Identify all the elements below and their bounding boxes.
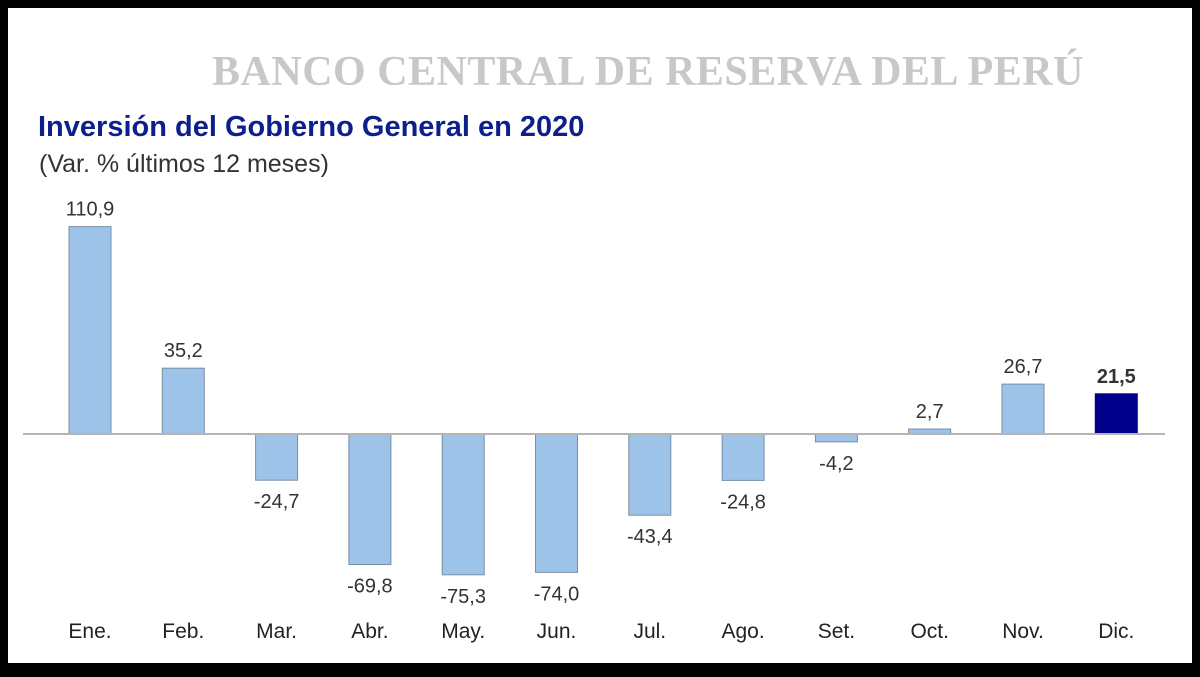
value-label: -43,4 — [627, 526, 673, 548]
bank-watermark: BANCO CENTRAL DE RESERVA DEL PERÚ — [212, 49, 1084, 95]
category-label: Ago. — [721, 620, 764, 643]
category-label: Nov. — [1002, 620, 1044, 643]
category-label: Jun. — [537, 620, 577, 643]
value-label: 2,7 — [916, 401, 944, 423]
value-label: 110,9 — [66, 199, 115, 221]
bar-chart: 110,9 35,2 -24,7 -69,8 -75,3 -74,0 -43,4 -24,8 -… — [23, 199, 1165, 643]
value-label: 21,5 — [1097, 366, 1136, 388]
chart-title: Inversión del Gobierno General en 2020 — [38, 111, 585, 143]
bar-abr — [348, 433, 392, 565]
bar-jun — [535, 433, 578, 573]
category-label: Mar. — [256, 620, 297, 643]
bar-may — [441, 433, 485, 576]
value-label: -74,0 — [534, 583, 580, 605]
value-labels-group: 110,9 35,2 -24,7 -69,8 -75,3 -74,0 -43,4 -24,8 -… — [66, 199, 1136, 608]
value-label: 26,7 — [1004, 356, 1043, 378]
bar-ene — [68, 226, 112, 435]
bar-mar — [255, 433, 299, 481]
bar-dic — [1094, 393, 1138, 435]
chart-frame: BANCO CENTRAL DE RESERVA DEL PERÚ Invers… — [8, 8, 1192, 663]
value-label: -24,8 — [720, 491, 766, 513]
bar-ago — [721, 433, 765, 481]
value-label: 35,2 — [164, 340, 203, 362]
category-label: Jul. — [633, 620, 666, 643]
category-labels-group: Ene. Feb. Mar. Abr. May. Jun. Jul. Ago. Set. Oct.… — [68, 620, 1134, 643]
category-label: May. — [441, 620, 485, 643]
value-label: -24,7 — [254, 491, 300, 513]
category-label: Feb. — [162, 620, 204, 643]
value-label: -4,2 — [819, 453, 853, 475]
category-label: Set. — [818, 620, 855, 643]
bar-feb — [161, 367, 205, 435]
bars-group — [68, 226, 1138, 576]
value-label: -69,8 — [347, 576, 393, 598]
bar-set — [814, 433, 858, 443]
bar-jul — [628, 433, 672, 516]
category-label: Dic. — [1098, 620, 1134, 643]
category-label: Ene. — [68, 620, 111, 643]
chart-subtitle: (Var. % últimos 12 meses) — [39, 150, 329, 178]
category-label: Oct. — [910, 620, 949, 643]
category-label: Abr. — [351, 620, 388, 643]
bar-nov — [1001, 383, 1045, 435]
value-label: -75,3 — [440, 586, 486, 608]
